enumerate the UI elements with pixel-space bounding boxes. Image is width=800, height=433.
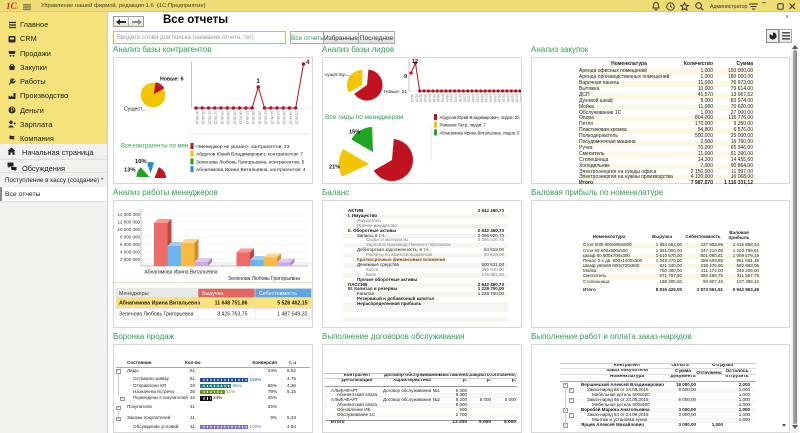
svg-text:17.08: 17.08 [484,94,488,102]
svg-text:12: 12 [412,59,418,65]
svg-text:13%: 13% [124,168,136,174]
svg-text:24.08: 24.08 [515,94,519,102]
svg-text:05.09.15: 05.09.15 [232,111,236,124]
svg-text:15.09.15: 15.09.15 [295,111,299,124]
svg-text:Все лиды по менеджерам: Все лиды по менеджерам [325,114,404,121]
svg-text:14.09.15: 14.09.15 [288,111,292,124]
svg-text:02.08: 02.08 [419,94,423,102]
svg-text:13.09.15: 13.09.15 [282,111,286,124]
svg-text:02.09.15: 02.09.15 [214,111,218,124]
svg-text:15%: 15% [349,130,360,136]
svg-text:23.08: 23.08 [510,94,514,102]
svg-text:18.08: 18.08 [489,94,493,102]
svg-text:14 000 000: 14 000 000 [117,212,140,217]
svg-text:Себестоимость: Себестоимость [259,291,297,297]
svg-text:Абдулов Юрий Владимирович, лид: Абдулов Юрий Владимирович, лидов: 22 [440,115,521,120]
svg-text:09.09.15: 09.09.15 [257,111,261,124]
svg-text:<Менеджер не указан>, контраге: <Менеджер не указан>, контрагентов: 23 [196,144,290,150]
svg-text:11 648 751,86: 11 648 751,86 [215,301,248,307]
svg-text:16.08: 16.08 [480,94,484,102]
svg-text:Р: Р [11,108,15,114]
svg-text:22.08: 22.08 [506,94,510,102]
svg-text:4: 4 [306,60,310,66]
svg-text:10.09.15: 10.09.15 [264,111,268,124]
svg-text:12 000 000: 12 000 000 [117,220,140,225]
svg-text:1 487 549,32: 1 487 549,32 [277,312,307,318]
svg-text:Зеленова Любовь Григорьевна: Зеленова Любовь Григорьевна [119,312,194,318]
svg-text:2 000 000: 2 000 000 [120,257,141,262]
svg-text:Все контрагенты по мен...: Все контрагенты по мен... [121,144,194,150]
svg-text:3 426 763,75: 3 426 763,75 [217,312,247,318]
svg-text:Абнагимова Ирина Витальевна: Абнагимова Ирина Витальевна [119,300,200,307]
svg-text:07.08: 07.08 [441,94,445,102]
svg-text:10 000 000: 10 000 000 [117,227,140,232]
svg-text:11.08: 11.08 [458,94,462,102]
svg-text:8 000 000: 8 000 000 [120,235,141,240]
svg-text:5 528 462,15: 5 528 462,15 [277,301,307,307]
svg-text:Новые: 6: Новые: 6 [160,77,184,83]
svg-text:03.09.15: 03.09.15 [220,111,224,124]
svg-text:Абнагимова Ирина Витальевна, л: Абнагимова Ирина Витальевна, лидов: 5 [440,130,521,135]
svg-text:Абдулов Юрий Владимирович, кон: Абдулов Юрий Владимирович, контрагентов:… [196,151,303,158]
svg-text:01.09.15: 01.09.15 [208,111,212,124]
svg-text:6 000 000: 6 000 000 [120,242,141,247]
svg-text:Выручка: Выручка [202,291,223,297]
svg-text:20.08: 20.08 [497,94,501,102]
svg-text:10%: 10% [135,159,147,165]
svg-text:31.08.15: 31.08.15 [201,111,205,124]
svg-text:21%: 21% [329,165,340,171]
svg-text:06.08: 06.08 [436,94,440,102]
svg-text:13.08: 13.08 [467,94,471,102]
svg-text:12.09.15: 12.09.15 [276,111,280,124]
svg-text:04.09.15: 04.09.15 [226,111,230,124]
svg-text:Абнагимова Ирина Витальевна: Абнагимова Ирина Витальевна [144,270,217,276]
svg-text:21.08: 21.08 [502,94,506,102]
svg-text:04.08: 04.08 [427,94,431,102]
svg-text:05.08: 05.08 [432,94,436,102]
svg-text:Зеленова Любовь Григорьевна, к: Зеленова Любовь Григорьевна, контрагенто… [196,159,305,165]
svg-text:06.09.15: 06.09.15 [239,111,243,124]
svg-text:1: 1 [257,79,261,85]
svg-text:30.08.15: 30.08.15 [195,111,199,124]
svg-text:Новые: 21: Новые: 21 [384,89,407,95]
svg-text:15.08: 15.08 [475,94,479,102]
svg-text:25.08: 25.08 [519,94,521,102]
svg-text:07.09.15: 07.09.15 [245,111,249,124]
svg-text:Романов Петр, лидов: 7: Романов Петр, лидов: 7 [440,123,487,128]
svg-text:01.08: 01.08 [414,94,418,102]
svg-text:Зеленова Любовь Григорьевна: Зеленова Любовь Григорьевна [228,276,300,282]
svg-text:Абнагимова Ирина Витальевна, к: Абнагимова Ирина Витальевна, контрагенто… [196,167,306,173]
svg-text:11.09.15: 11.09.15 [270,111,274,124]
svg-text:14.08: 14.08 [471,94,475,102]
svg-text:Сущест...: Сущест... [124,107,146,113]
svg-text:31.08: 31.08 [410,94,414,102]
svg-text:Менеджеры: Менеджеры [119,291,149,297]
svg-text:существу...: существу... [325,72,348,77]
svg-text:08.09.15: 08.09.15 [251,111,255,124]
svg-text:12.08: 12.08 [462,94,466,102]
svg-text:19.08: 19.08 [493,94,497,102]
svg-text:10.08: 10.08 [454,94,458,102]
svg-text:09.08: 09.08 [449,94,453,102]
svg-text:03.08: 03.08 [423,94,427,102]
svg-text:9: 9 [404,74,407,80]
svg-text:4 000 000: 4 000 000 [120,250,141,255]
svg-text:08.08: 08.08 [445,94,449,102]
